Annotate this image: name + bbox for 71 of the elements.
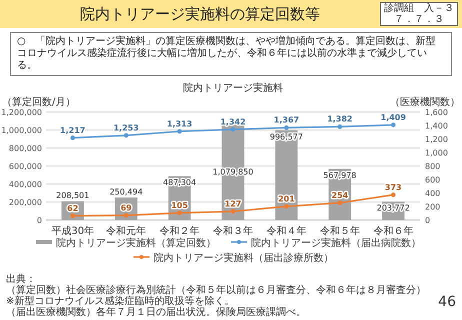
data-label: 69: [120, 203, 132, 212]
y2-tick-label: 800: [425, 162, 440, 171]
data-label: 487,304: [163, 178, 196, 188]
y2-tick-label: 600: [425, 176, 440, 184]
y-axis-title: （算定回数/月）: [2, 96, 76, 108]
point: [390, 122, 396, 128]
legend-label: 院内トリアージ実施料（届出診療所数）: [154, 252, 334, 264]
y2-tick-label: 1,200: [425, 135, 448, 144]
x-tick-label: 令和２年: [160, 225, 200, 237]
data-label: 1,382: [327, 114, 353, 124]
y2-axis-title: （医療機関数）: [390, 96, 460, 108]
point: [284, 204, 289, 209]
point: [390, 192, 396, 198]
chart-title: 院内トリアージ実施料の算定回数等: [80, 5, 320, 23]
data-label: 62: [67, 204, 78, 213]
y-tick-label: 400,000: [8, 180, 42, 189]
data-label: 1,342: [220, 117, 246, 126]
y-tick-label: 200,000: [8, 198, 42, 207]
text: （届出医療機関数）各年７月１日の届出状況。保険局医療課調べ。: [6, 307, 307, 318]
data-label: 373: [384, 182, 402, 192]
y-tick-label: 800,000: [8, 144, 42, 153]
point: [124, 133, 128, 138]
x-tick-label: 令和４年: [266, 225, 306, 237]
data-label: 208,501: [56, 191, 90, 200]
text: 診調組 入－３: [384, 3, 454, 14]
point: [177, 210, 182, 216]
data-label: 1,253: [113, 123, 139, 132]
point: [70, 214, 76, 218]
data-label: 201: [278, 194, 296, 204]
y2-tick-label: 1,400: [425, 122, 448, 130]
legend-label: 院内トリアージ実施料（算定回数）: [56, 237, 216, 249]
point: [230, 209, 236, 214]
y2-tick-label: 0: [425, 216, 430, 225]
y2-tick-label: 200: [425, 202, 440, 212]
data-label: 1,217: [60, 126, 86, 135]
data-label: 1,313: [166, 119, 192, 128]
point: [230, 127, 236, 132]
point: [70, 136, 76, 140]
legend-item: 院内トリアージ実施料（届出病院数）: [231, 238, 421, 249]
text: （算定回数）社会医療診療行為別統計（令和５年以前は６月審査分、令和６年は８月審査分）※新型コロナウイルス感染症臨時的取扱等を除く。: [6, 285, 426, 307]
data-label: 1,409: [380, 112, 406, 122]
y-tick-label: 600,000: [8, 162, 42, 171]
y-tick-label: 0: [36, 216, 42, 225]
data-label: 254: [332, 190, 349, 200]
point: [124, 213, 128, 218]
data-label: 105: [171, 200, 188, 210]
point: [177, 129, 182, 134]
data-label: 250,494: [110, 187, 143, 196]
text: 46: [438, 294, 456, 310]
point: [338, 124, 342, 130]
y-tick-label: 1,000,000: [1, 126, 42, 135]
x-tick-label: 平成30年: [51, 225, 94, 237]
y-tick-label: 1,200,000: [1, 108, 42, 117]
text: 院内トリアージ実施料: [183, 82, 283, 94]
data-label: 127: [224, 199, 242, 208]
data-label: 1,367: [274, 116, 300, 125]
y2-tick-label: 1,600: [425, 108, 448, 117]
legend-item: 院内トリアージ実施料（算定回数）: [36, 238, 216, 249]
y2-tick-label: 1,000: [425, 148, 448, 158]
legend-item: 院内トリアージ実施料（届出診療所数）: [134, 253, 334, 264]
x-tick-label: 令和３年: [213, 225, 253, 237]
y2-tick-label: 400: [425, 189, 440, 198]
source-note: 出典：: [6, 274, 37, 285]
chart-subtitle: ○ 「院内トリアージ実施料」の算定医療機関数は、やや増加傾向である。算定回数は、新型コロナウイルス感染症流行後に大幅に増加したが、令和６年には以前の水準まで減少している。: [10, 32, 452, 76]
point: [338, 200, 342, 206]
x-tick-label: 令和６年: [373, 225, 414, 237]
point: [284, 125, 289, 130]
text: ７．７．３: [393, 14, 445, 25]
legend-label: 院内トリアージ実施料（届出病院数）: [251, 237, 421, 249]
x-tick-label: 令和５年: [320, 225, 360, 237]
x-tick-label: 令和元年: [106, 225, 146, 237]
